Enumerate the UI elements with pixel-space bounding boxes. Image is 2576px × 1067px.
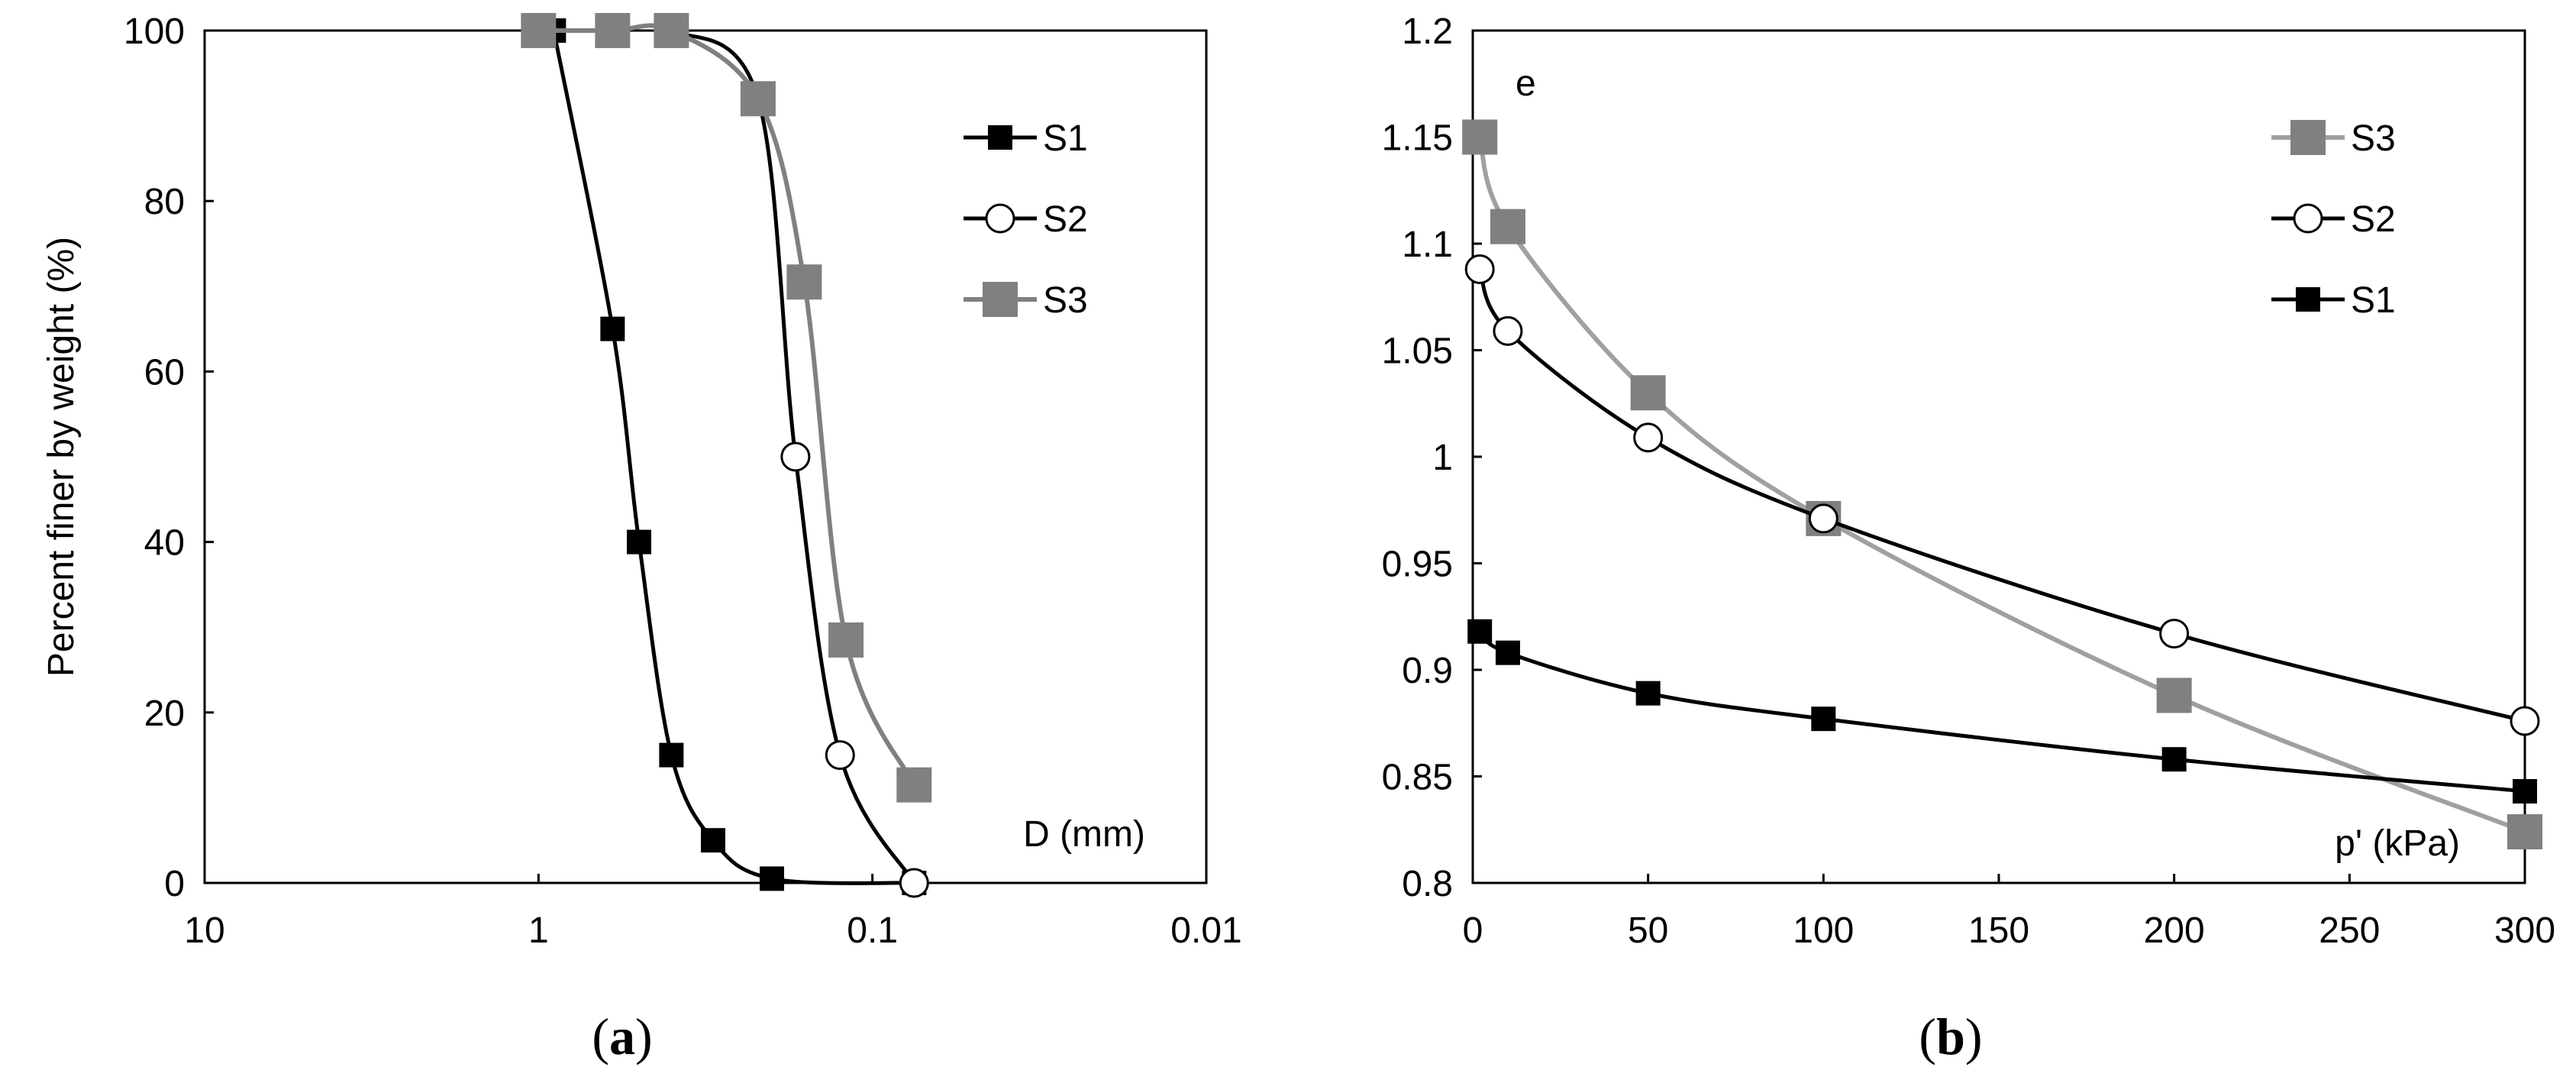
data-point-s3 [521,13,557,48]
data-point-s1 [1635,681,1661,706]
y-tick-label: 100 [124,11,185,52]
legend-marker [2293,203,2323,234]
y-tick-label: 0 [164,864,185,904]
data-point-s2 [1464,254,1495,284]
legend-label: S1 [2351,280,2396,321]
data-point-s1 [701,828,726,853]
data-point-s2 [825,740,855,771]
legend-item-s2: S2 [2271,199,2396,240]
series-markers-s1 [1467,619,2537,804]
x-tick-label: 1 [528,910,549,951]
data-point-s3 [828,622,864,658]
y-tick-label: 1.1 [1402,225,1453,265]
legend-item-s1: S1 [964,118,1088,159]
x-tick-label: 0.1 [847,910,898,951]
x-tick-label: 200 [2144,910,2205,951]
data-point-s1 [1811,706,1836,732]
legend-marker [988,125,1012,150]
legend-marker [983,282,1018,317]
x-tick-label: 50 [1628,910,1668,951]
data-point-s1 [2161,747,2187,772]
legend-item-s3: S3 [964,280,1088,321]
y-tick-label: 0.95 [1382,545,1453,585]
series-line-s1 [1478,629,2526,794]
data-point-s2 [899,868,929,898]
chart-panel-b: 0.8 0.85 0.9 0.95 1 1.05 1.1 1.15 1.2 0 50 100 150 2… [1382,11,2555,1065]
legend-label: S3 [2351,118,2396,159]
legend-item-s1: S1 [2271,280,2396,321]
data-point-s3 [2156,677,2192,713]
data-point-s3 [2507,814,2542,850]
data-point-s1 [600,316,625,341]
legend-label: S2 [1043,199,1088,240]
series-markers-s3 [1462,119,2542,850]
data-point-s1 [1467,619,1493,644]
legend-label: S3 [1043,280,1088,321]
data-point-s3 [1490,209,1525,244]
legend-marker [2296,287,2320,312]
y-tick-label: 0.85 [1382,758,1453,798]
data-point-s2 [780,441,811,472]
legend-item-s2: S2 [964,199,1088,240]
legend-marker [985,203,1015,234]
y-tick-label: 0.8 [1402,864,1453,904]
data-point-s3 [1630,375,1666,411]
legend-item-s3: S3 [2271,118,2396,159]
y-tick-label: 1.2 [1402,11,1453,52]
data-point-s2 [1493,315,1523,346]
data-point-s3 [740,81,776,117]
y-tick-label: 1.05 [1382,331,1453,372]
panel-caption-b: (b) [1919,1007,1982,1065]
panel-caption-a: (a) [592,1007,652,1065]
y-tick-label: 60 [144,352,185,393]
data-point-s1 [2513,779,2537,804]
y-tick-label: 0.9 [1402,651,1453,691]
x-tick-label: 250 [2319,910,2380,951]
y-axis-label-a: Percent finer by weight (%) [41,237,82,677]
chart-panel-a: 0 20 40 60 80 100 10 1 0.1 0.01 Percent finer by… [41,11,1242,1065]
legend-label: S2 [2351,199,2396,240]
plot-frame-a [203,29,1208,884]
data-point-s3 [595,13,631,48]
x-tick-label: 100 [1793,910,1854,951]
y-tick-label: 20 [144,694,185,734]
data-point-s2 [2510,706,2540,736]
series-markers-s2 [1464,254,2540,736]
data-point-s3 [896,767,932,803]
x-tick-label: 10 [184,910,224,951]
legend-label: S1 [1043,118,1088,159]
x-tick-label: 0.01 [1170,910,1241,951]
data-point-s1 [760,866,785,891]
y-axis-label-b: e [1516,63,1536,104]
x-tick-label: 150 [1968,910,2029,951]
data-point-s1 [626,529,651,555]
x-tick-label: 300 [2494,910,2555,951]
x-axis-label-b: p' (kPa) [2335,823,2460,864]
data-point-s3 [786,264,822,300]
y-tick-label: 40 [144,523,185,564]
data-point-s3 [1462,119,1498,155]
data-point-s1 [659,742,684,768]
y-tick-label: 80 [144,182,185,222]
data-point-s2 [2159,619,2190,649]
legend-marker [2290,120,2326,155]
y-tick-label: 1 [1432,438,1453,478]
data-point-s2 [1633,422,1664,453]
data-point-s2 [1808,503,1838,534]
series-markers-s3 [521,13,932,803]
x-axis-label-a: D (mm) [1023,814,1145,855]
y-tick-label: 1.15 [1382,118,1453,159]
data-point-s3 [654,13,689,48]
x-tick-label: 0 [1463,910,1483,951]
data-point-s1 [1495,640,1520,665]
